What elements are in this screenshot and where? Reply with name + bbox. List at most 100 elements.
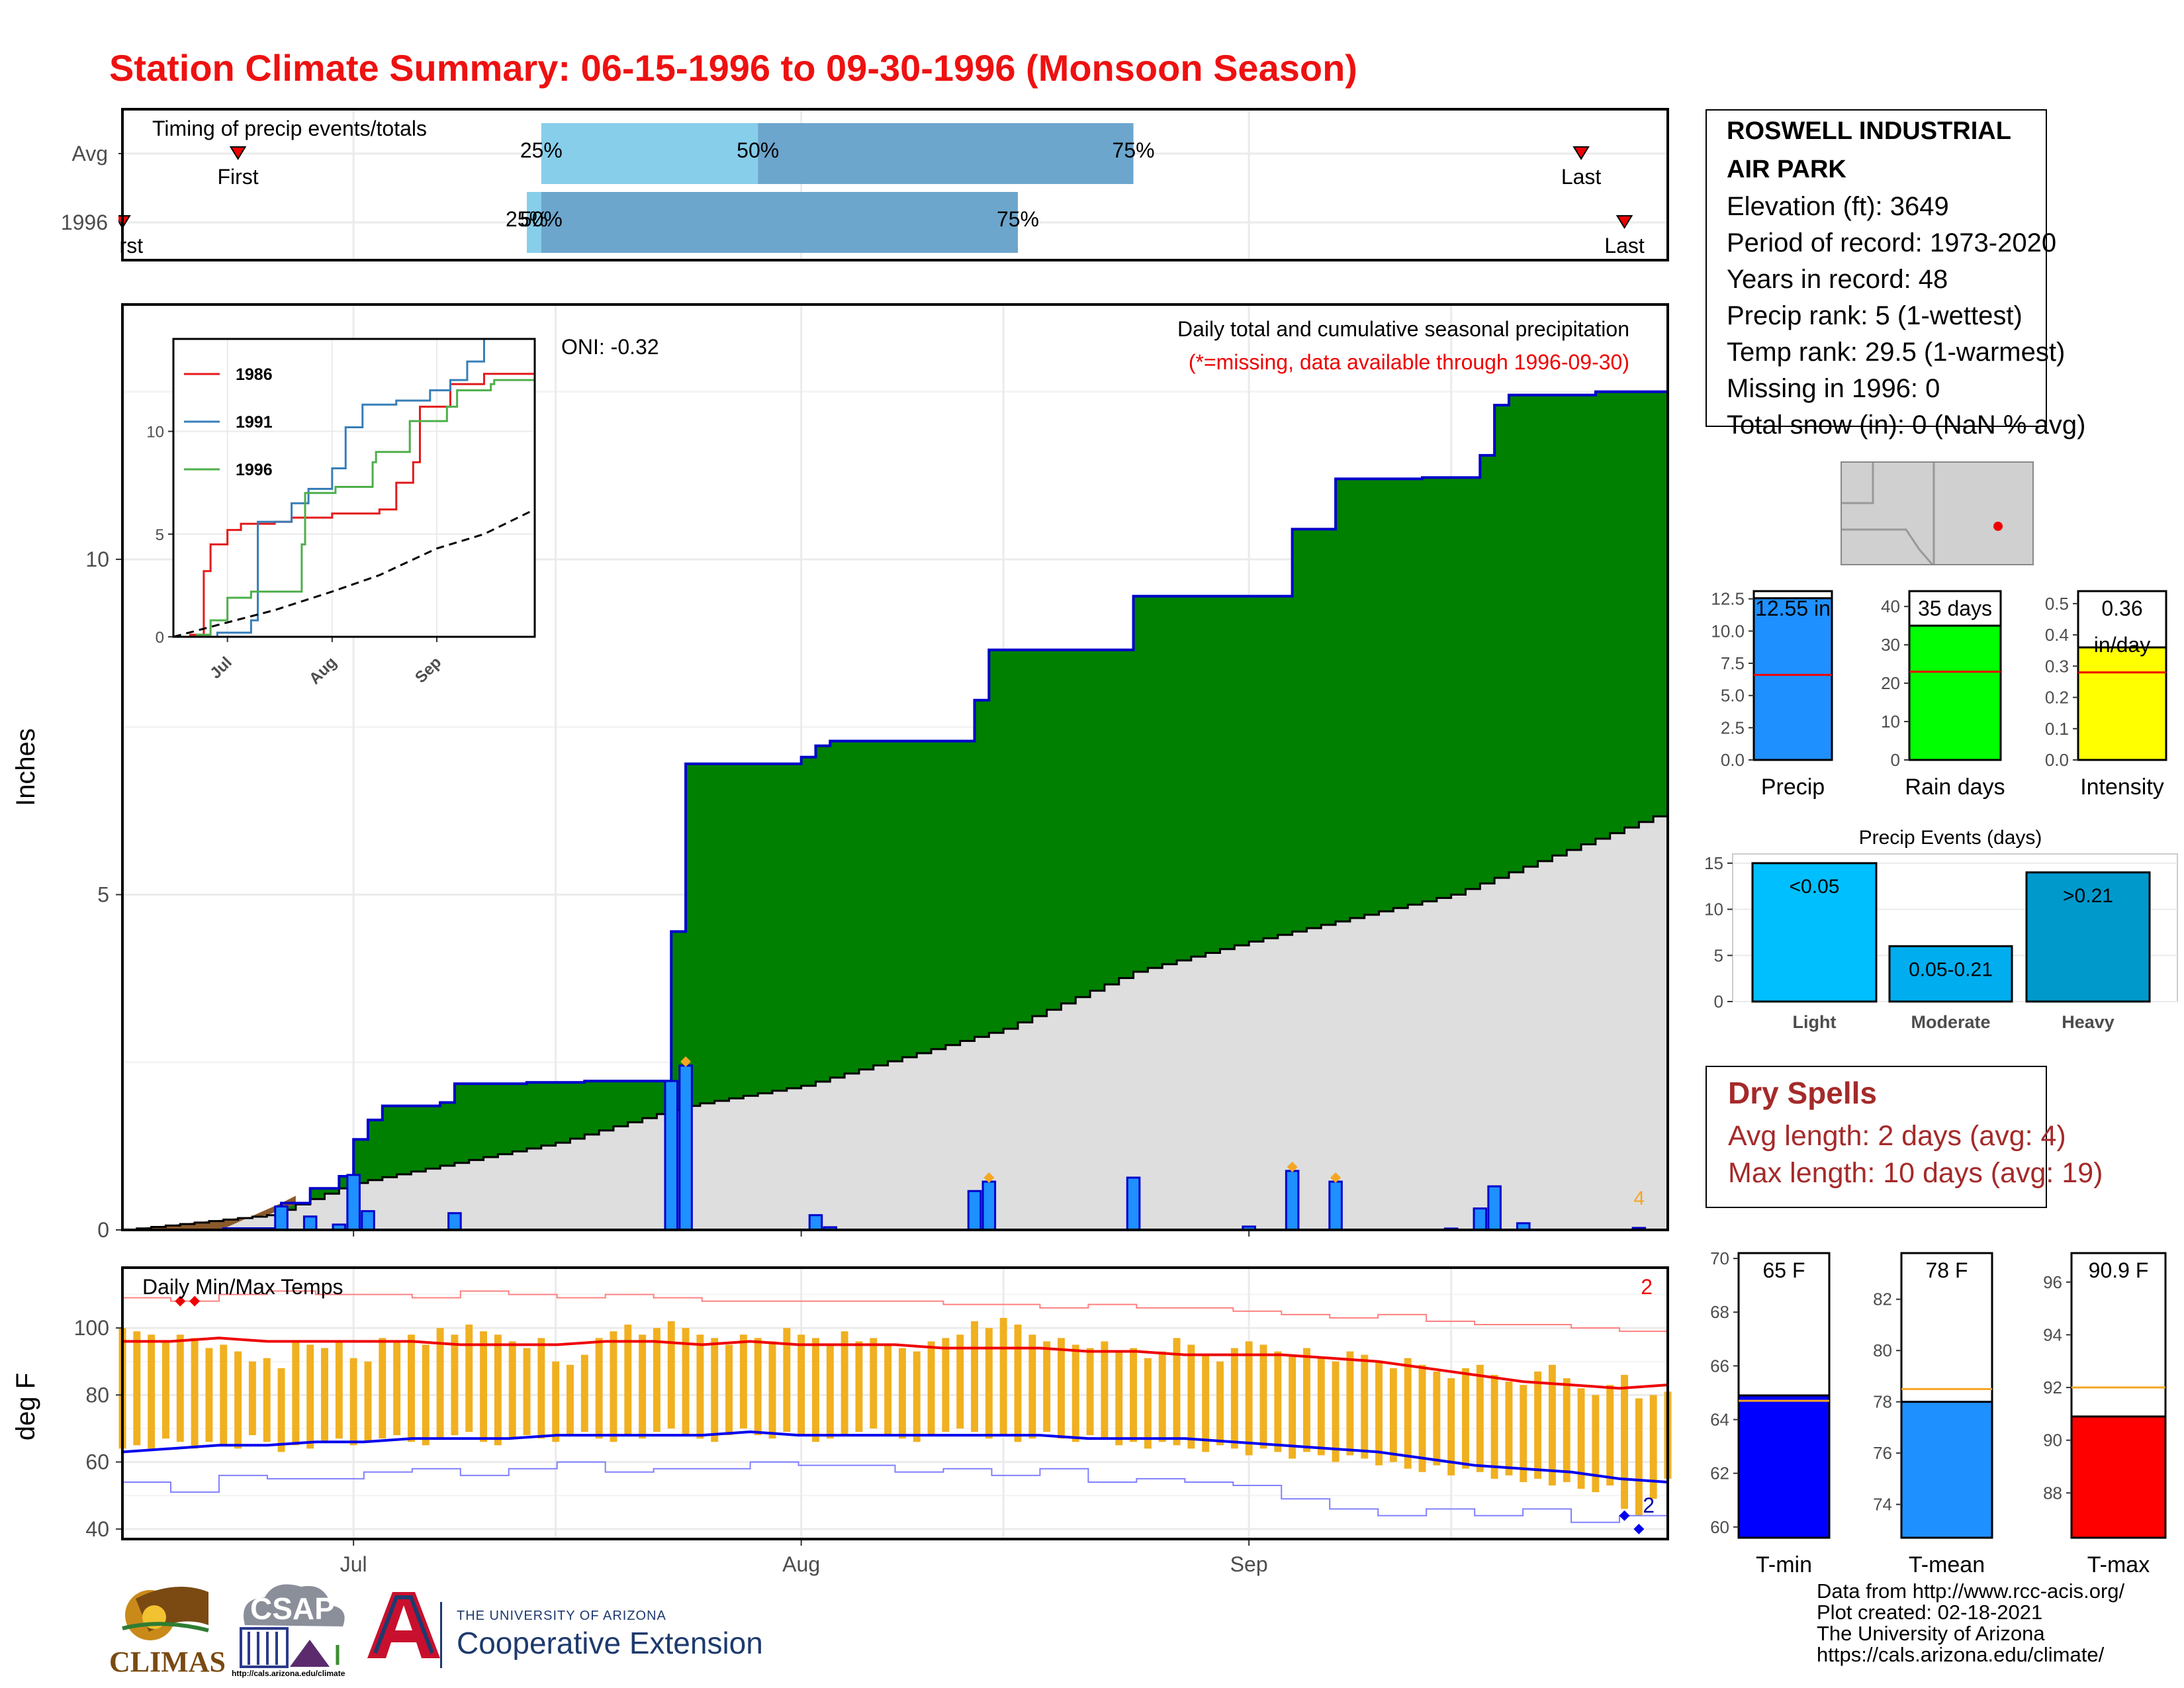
daily-temp-range-bar [768,1341,776,1439]
daily-temp-range-bar [1332,1361,1340,1462]
daily-temp-range-bar [1606,1385,1614,1486]
temp-mean-y-tick-label: 60 [1710,1517,1729,1537]
cumulative-title: Daily total and cumulative seasonal prec… [1177,317,1629,341]
daily-temp-range-bar [1447,1378,1455,1476]
daily-temp-range-bar [1216,1361,1224,1446]
daily-temp-range-bar [1404,1358,1412,1469]
precip-total-y-tick-label: 12.5 [1711,589,1745,609]
temp-mean-y-tick-label: 74 [1873,1495,1892,1515]
dry-spells-max: Max length: 10 days (avg: 19) [1728,1157,2103,1189]
timing-label-25: 25% [520,138,563,162]
daily-precip-bar [302,1215,318,1231]
station-years: Years in record: 48 [1727,265,1948,294]
timing-bar-25-50 [541,123,758,184]
timing-row-label: Avg [71,142,108,165]
cumulative-average-area [122,810,1668,1230]
precip-total-y-tick-label: 0 [1891,750,1900,770]
timing-frame [121,108,1669,261]
daily-temp-range-bar [1548,1364,1556,1486]
record-low-count: 2 [1643,1493,1655,1517]
daily-temp-range-bar [1274,1351,1282,1452]
inset-series-1996 [173,377,536,638]
daily-precip-bar [274,1205,289,1231]
daily-temp-range-bar [1058,1338,1065,1439]
inset-x-tick-label: Sep [412,653,445,686]
record-high-count: 2 [1641,1275,1653,1299]
daily-temp-range-bar [205,1348,213,1442]
record-count-label: 4 [1633,1188,1645,1209]
cumulative-y-tick-label: 5 [97,882,109,906]
daily-temp-range-bar [580,1354,588,1432]
events-bar [2025,871,2151,1003]
daily-temp-range-bar [898,1348,906,1439]
precip-total-y-tick-label: 10 [1881,712,1900,731]
month-axis-label: Aug [782,1552,820,1576]
daily-temp-range-bar [1028,1335,1036,1439]
credits: Data from http://www.rcc-acis.org/ Plot … [1817,1581,2124,1665]
precip-total-y-tick-label: 5.0 [1721,686,1745,706]
daily-precip-bar [1487,1185,1502,1231]
daily-temp-range-bar [465,1325,473,1432]
daily-temp-range-bar [1490,1374,1498,1479]
daily-temp-range-bar [1346,1351,1354,1456]
daily-precip-bar [1328,1180,1343,1231]
daily-temp-range-bar [335,1341,343,1439]
precip-total-bar [1752,597,1833,761]
daily-temp-range-bar [263,1358,271,1442]
daily-temp-range-bar [1014,1325,1022,1442]
inset-average-line [173,508,535,638]
events-y-tick-label: 15 [1704,853,1723,873]
daily-temp-range-bar [1043,1341,1051,1432]
timing-clip-mask [0,109,118,260]
precip-total-category-label: Rain days [1905,774,2005,800]
temp-title: Daily Min/Max Temps [142,1275,343,1299]
daily-temp-range-bar [1289,1354,1297,1459]
record-max-line [122,1290,1668,1333]
temp-y-tick-label: 40 [85,1517,109,1541]
inset-y-tick-label: 5 [156,526,164,544]
timing-label-75: 75% [997,207,1039,231]
daily-temp-range-bar [884,1344,892,1436]
precip-total-y-tick-label: 0.5 [2045,594,2069,614]
daily-temp-range-bar [999,1317,1007,1436]
dry-spells-box: Dry Spells Avg length: 2 days (avg: 4) M… [1706,1066,2103,1208]
record-high-marker [175,1295,186,1307]
daily-temp-range-bar [1245,1341,1253,1456]
events-y-tick-label: 5 [1714,945,1723,965]
timing-bar-50-75 [541,192,1018,253]
daily-temp-range-bar [248,1361,256,1436]
inset-legend-label: 1996 [236,461,273,479]
temp-mean-y-tick-label: 82 [1873,1289,1892,1309]
timing-label-50: 50% [520,207,563,231]
ua-a-icon [367,1592,792,1671]
daily-temp-range-bar [1621,1374,1628,1509]
month-axis-label: Sep [1230,1552,1268,1576]
daily-temp-range-bar [855,1341,863,1432]
daily-temp-range-bar [1130,1348,1138,1442]
daily-temp-range-bar [508,1341,516,1439]
daily-temp-range-bar [451,1335,459,1436]
daily-temp-range-bar [1302,1348,1310,1452]
daily-record-marker [1287,1161,1298,1172]
daily-temp-range-bar [1592,1395,1600,1493]
climas-logo: CLIMAS [109,1579,226,1678]
temp-mean-y-tick-label: 92 [2043,1378,2062,1397]
precip-total-y-tick-label: 2.5 [1721,718,1745,737]
station-info-box: ROSWELL INDUSTRIAL AIR PARK Elevation (f… [1706,109,2085,440]
daily-temp-range-bar [1101,1341,1109,1439]
events-title: Precip Events (days) [1859,827,2042,849]
daily-temp-range-bar [1534,1371,1542,1479]
csap-logo-url: http://cals.arizona.edu/climate [232,1669,345,1678]
events-category-label: Light [1793,1012,1837,1032]
daily-temp-range-bar [624,1325,632,1436]
csap-logo: CSAP http://cals.arizona.edu/climate [232,1579,351,1678]
precip-total-y-tick-label: 30 [1881,635,1900,655]
precip-total-value-label: 35 days [1918,596,1992,620]
daily-precip-bar [808,1214,823,1231]
cumulative-frame [121,303,1669,1231]
events-bar-label: >0.21 [2063,885,2113,907]
credit-line: Data from http://www.rcc-acis.org/ [1817,1579,2125,1603]
events-bar-label: 0.05-0.21 [1909,959,1993,980]
temp-mean-y-tick-label: 64 [1710,1410,1729,1430]
daily-temp-range-bar [667,1321,675,1429]
